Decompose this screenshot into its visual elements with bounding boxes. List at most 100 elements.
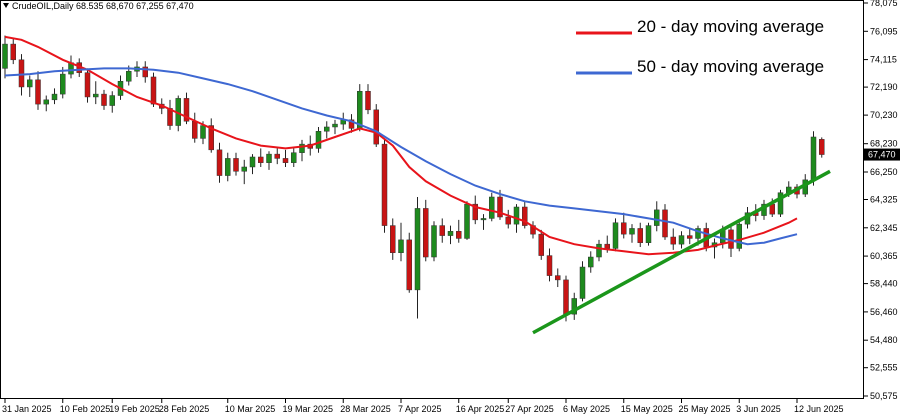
candle-body: [150, 76, 157, 105]
candle-body: [439, 225, 445, 236]
candle-body: [687, 235, 693, 239]
candle-body: [324, 126, 330, 132]
last-price-box: [864, 148, 900, 161]
candle-body: [695, 228, 701, 239]
candle-body: [291, 152, 297, 163]
candle-body: [769, 203, 775, 215]
y-tick-label: 56,460: [870, 307, 898, 317]
candle-body: [101, 93, 107, 106]
x-tick-label: 6 May 2025: [563, 404, 610, 414]
trendline-group: [532, 169, 831, 335]
candle-body: [819, 139, 825, 155]
x-tick-label: 31 Jan 2025: [2, 404, 52, 414]
y-axis: 78,075 76,095 74,115 72,190 70,230 68,230 66,2…: [864, 0, 898, 401]
candle-body: [241, 166, 247, 172]
candle-body: [365, 90, 371, 111]
last-price-label: 67,470: [868, 150, 896, 160]
candle-body: [208, 125, 214, 151]
legend-label-ma20: 20 - day moving average: [637, 17, 824, 36]
candle-body: [645, 225, 652, 243]
x-tick-label: 25 May 2025: [679, 404, 731, 414]
candle-body: [142, 66, 148, 78]
moving-average-lines: [4, 35, 798, 256]
trendline: [532, 169, 831, 335]
candle-body: [332, 123, 338, 128]
plot-background: [0, 0, 864, 399]
y-tick-label: 68,230: [870, 139, 898, 149]
x-tick-label: 19 Feb 2025: [109, 404, 160, 414]
candle-body: [35, 79, 41, 105]
plot-border: [0, 0, 864, 399]
candle-body: [588, 256, 594, 268]
x-tick-label: 27 Apr 2025: [505, 404, 554, 414]
candle-body: [249, 156, 256, 168]
y-tick-label: 52,555: [870, 363, 898, 373]
candle-body: [315, 131, 322, 149]
candle-body: [810, 136, 817, 181]
candle-body: [736, 223, 742, 249]
candle-body: [604, 243, 610, 249]
candle-body: [538, 233, 544, 256]
candle-body: [183, 98, 190, 122]
candle-body: [225, 158, 231, 176]
y-tick-label: 70,230: [870, 110, 898, 120]
candle-body: [777, 192, 784, 215]
candle-body: [596, 243, 602, 258]
y-tick-label: 66,250: [870, 167, 898, 177]
x-tick-label: 15 May 2025: [621, 404, 673, 414]
x-tick-label: 3 Jun 2025: [736, 404, 781, 414]
candle-body: [621, 222, 627, 235]
candle-body: [456, 231, 462, 239]
candle-body: [357, 90, 363, 129]
candle-body: [480, 218, 487, 221]
y-tick-label: 64,325: [870, 195, 898, 205]
candle-body: [563, 279, 569, 315]
x-tick-label: 12 Jun 2025: [794, 404, 844, 414]
candle-body: [571, 298, 577, 315]
last-price-tag: 67,470: [864, 148, 900, 161]
candle-body: [348, 119, 355, 129]
x-tick-label: 28 Mar 2025: [340, 404, 391, 414]
candle-body: [126, 70, 132, 82]
candle-body: [10, 43, 16, 61]
candle-body: [546, 255, 553, 276]
candle-body: [109, 95, 115, 106]
candle-body: [513, 206, 520, 225]
candle-body: [522, 206, 528, 226]
candle-body: [398, 239, 404, 253]
candle-body: [579, 266, 586, 299]
candle-body: [414, 208, 421, 291]
candle-body: [200, 125, 206, 139]
candle-body: [282, 158, 289, 163]
candle-body: [274, 153, 280, 159]
candle-body: [678, 235, 685, 245]
candle-body: [373, 109, 379, 145]
candle-body: [431, 225, 437, 258]
candle-body: [654, 209, 660, 226]
header-arrow-icon: [3, 3, 9, 8]
y-tick-label: 76,095: [870, 26, 898, 36]
legend-label-ma50: 50 - day moving average: [637, 57, 824, 76]
x-tick-label: 19 Mar 2025: [283, 404, 334, 414]
candle-body: [43, 99, 49, 105]
y-tick-label: 62,345: [870, 223, 898, 233]
candle-body: [2, 43, 8, 69]
candle-body: [390, 225, 396, 253]
candle-body: [489, 196, 495, 219]
candle-body: [381, 143, 388, 226]
y-tick-label: 78,075: [870, 0, 898, 8]
candle-body: [464, 203, 470, 239]
candle-body: [18, 59, 25, 88]
candle-body: [423, 208, 429, 258]
x-tick-label: 7 Apr 2025: [398, 404, 442, 414]
ma20-line: [4, 35, 798, 256]
y-tick-label: 72,190: [870, 82, 898, 92]
x-tick-label: 16 Apr 2025: [456, 404, 505, 414]
candle-body: [299, 143, 305, 153]
y-tick-label: 50,575: [870, 391, 898, 401]
x-tick-label: 10 Mar 2025: [225, 404, 276, 414]
candle-body: [51, 93, 58, 101]
ma50-line: [4, 67, 798, 246]
